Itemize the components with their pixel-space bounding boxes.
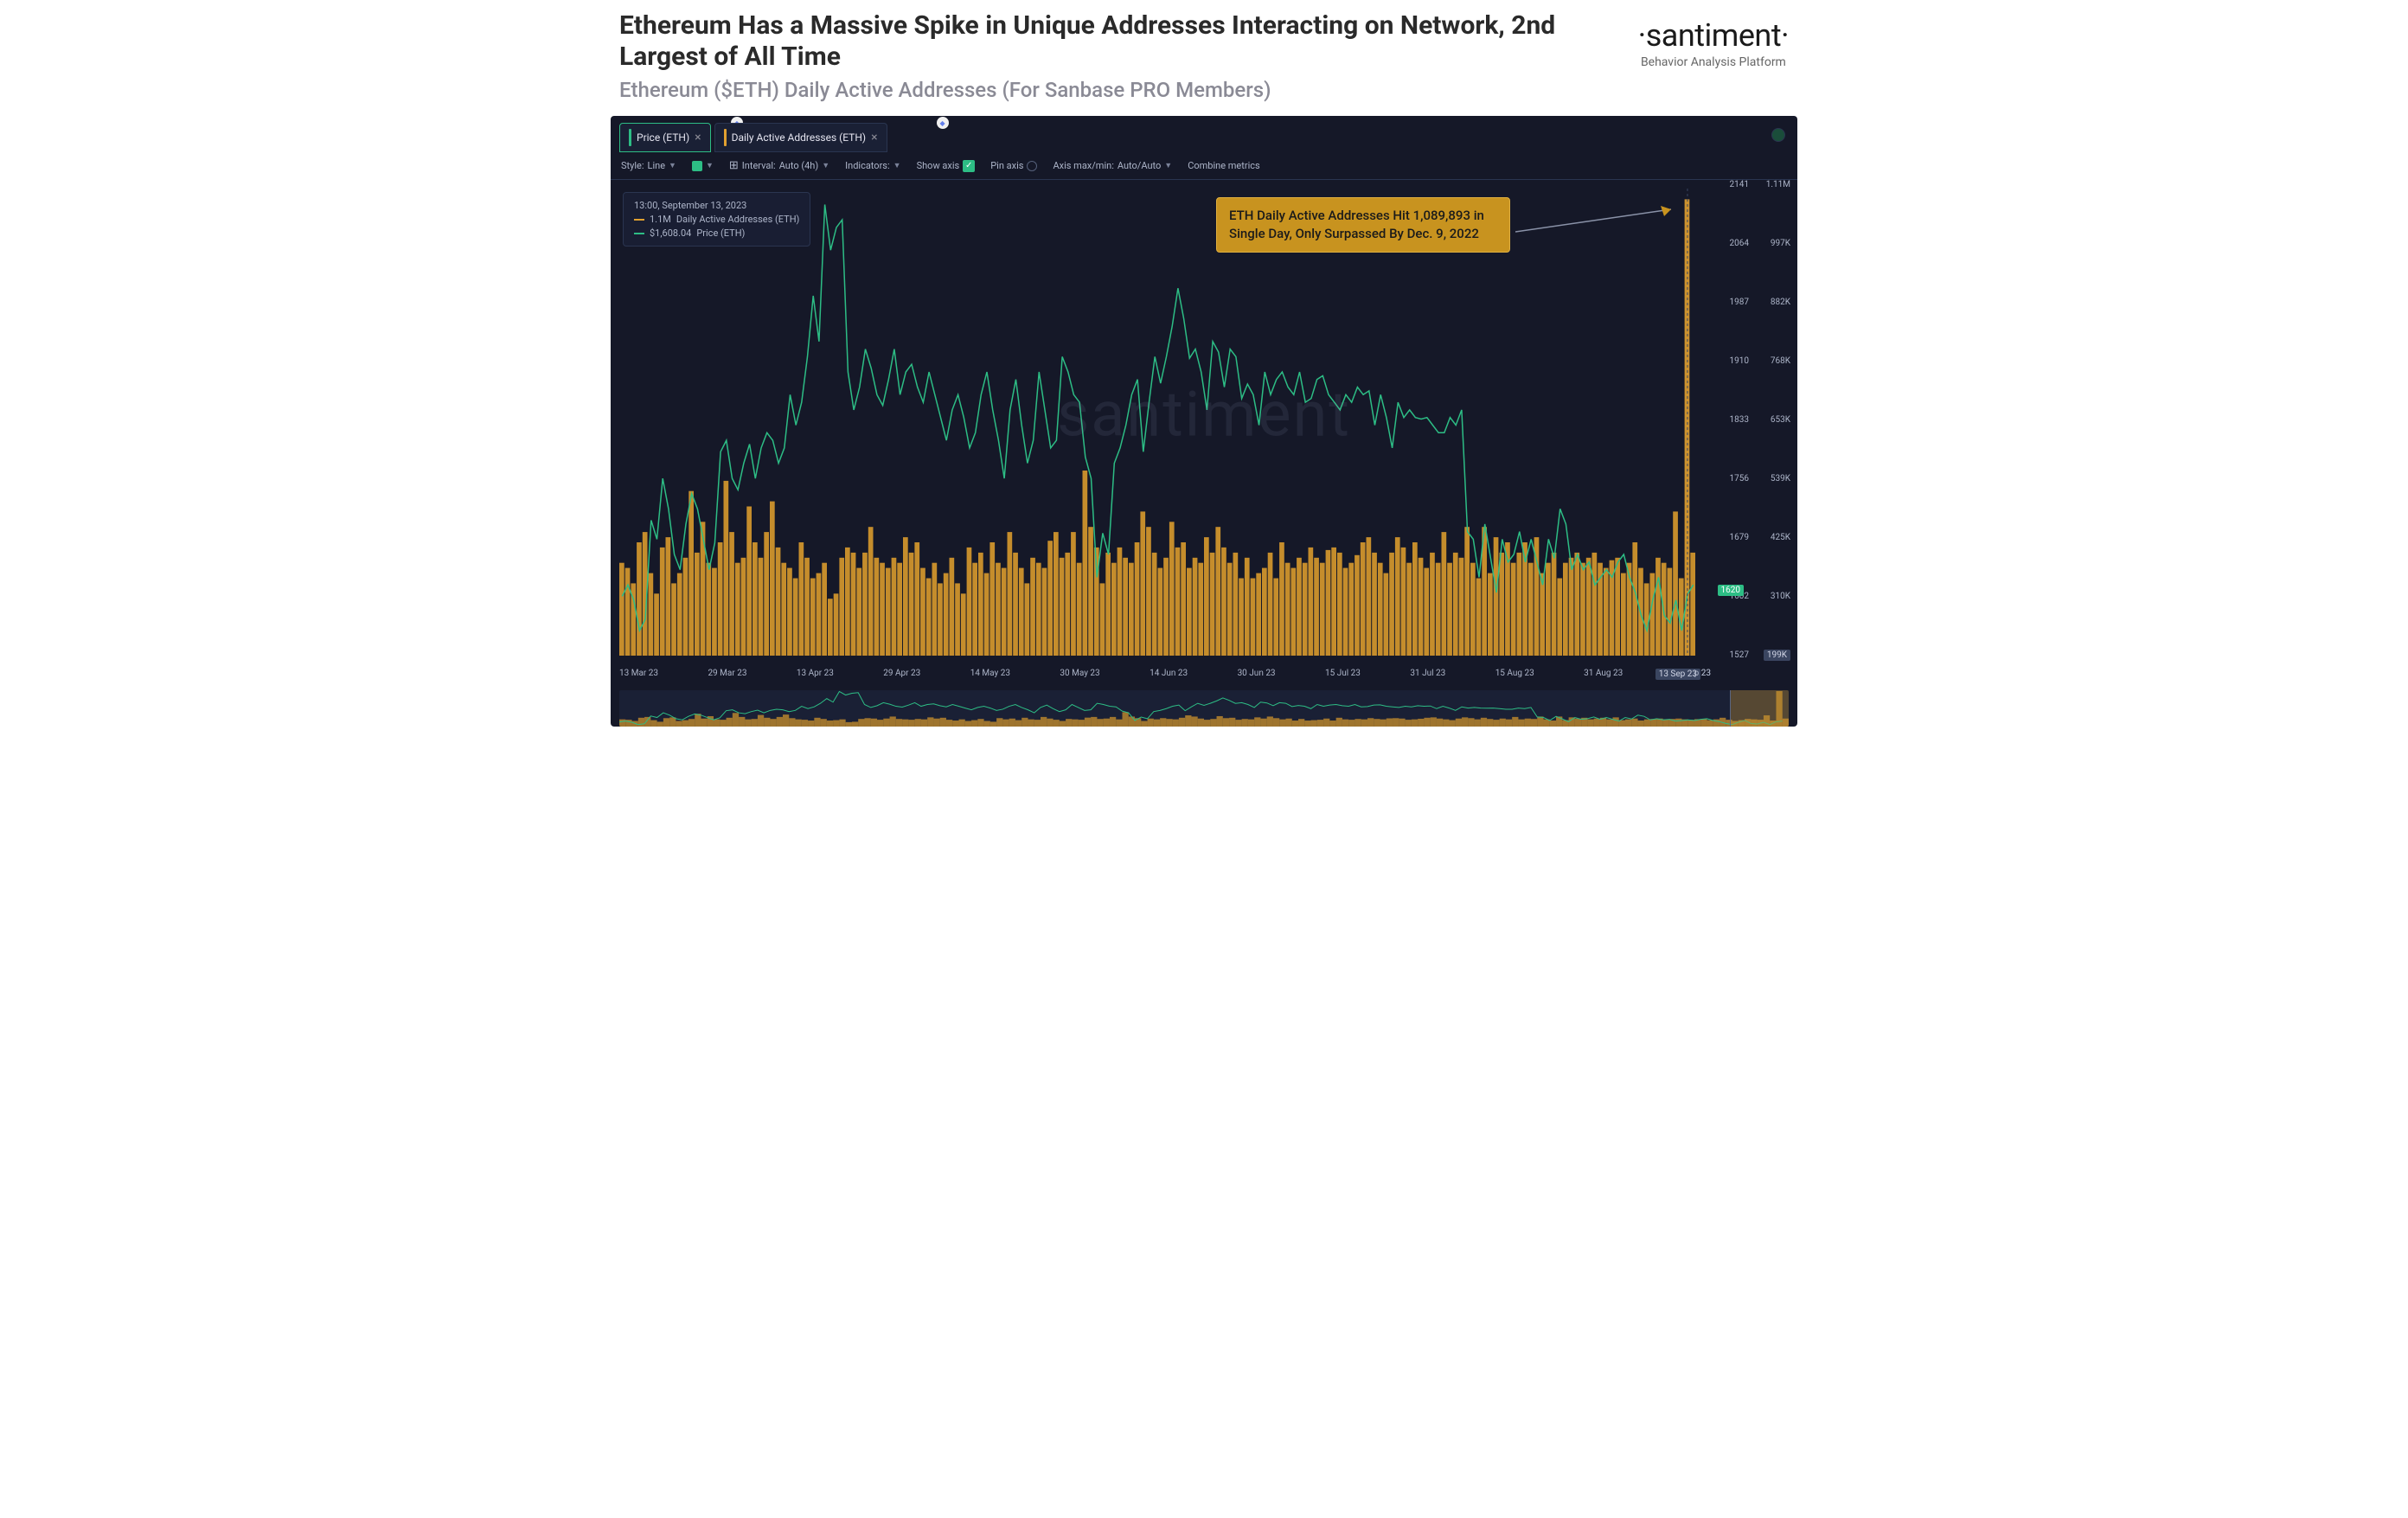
- page-subtitle: Ethereum ($ETH) Daily Active Addresses (…: [619, 78, 1638, 102]
- chart-container: ◆ Price (ETH) × ◆ Daily Active Addresses…: [611, 116, 1797, 727]
- chevron-down-icon: ▼: [706, 161, 714, 170]
- x-tick: 29 Mar 23: [708, 669, 746, 678]
- y-tick-price: 1679: [1714, 533, 1749, 542]
- x-tick: 15 Aug 23: [1495, 669, 1534, 678]
- tab-accent: [629, 129, 631, 146]
- y-tick-addresses: 882K: [1752, 298, 1790, 307]
- chevron-down-icon: ▼: [669, 161, 676, 170]
- color-swatch[interactable]: ▼: [692, 161, 714, 171]
- close-icon[interactable]: ×: [695, 131, 701, 144]
- pin-axis-toggle[interactable]: Pin axis: [990, 160, 1037, 171]
- tab-accent: [724, 129, 727, 146]
- current-price-badge: 1620: [1718, 585, 1744, 596]
- close-icon[interactable]: ×: [871, 131, 877, 144]
- y-tick-price: 1756: [1714, 474, 1749, 484]
- tab-daily-active-addresses[interactable]: ◆ Daily Active Addresses (ETH) ×: [714, 123, 887, 152]
- tab-price-eth[interactable]: ◆ Price (ETH) ×: [619, 123, 711, 152]
- y-tick-price: 1987: [1714, 298, 1749, 307]
- y-tick-price: 2064: [1714, 239, 1749, 248]
- style-selector[interactable]: Style: Line ▼: [621, 160, 676, 171]
- x-axis: 13 Mar 23 29 Mar 23 13 Apr 23 29 Apr 23 14 M…: [619, 669, 1711, 678]
- ethereum-icon: ◆: [937, 117, 949, 129]
- y-tick-addresses: 997K: [1752, 239, 1790, 248]
- metric-tabs-row: ◆ Price (ETH) × ◆ Daily Active Addresses…: [611, 116, 1797, 152]
- brand-tagline: Behavior Analysis Platform: [1638, 55, 1789, 69]
- x-tick: 31 Jul 23: [1410, 669, 1445, 678]
- checkmark-icon: ✓: [963, 160, 975, 172]
- y-tick-addresses: 425K: [1752, 533, 1790, 542]
- indicators-selector[interactable]: Indicators: ▼: [845, 160, 900, 171]
- y-axis-addresses: 1.11M997K882K768K653K539K425K310K199K: [1752, 185, 1790, 656]
- interval-selector[interactable]: ⊞ Interval: Auto (4h) ▼: [729, 159, 829, 172]
- brand-logo: ·santiment·: [1638, 17, 1789, 54]
- chevron-down-icon: ▼: [822, 161, 829, 170]
- chart-area[interactable]: 13:00, September 13, 2023 1.1M Daily Act…: [611, 180, 1797, 690]
- spike-annotation: ETH Daily Active Addresses Hit 1,089,893…: [1216, 197, 1510, 253]
- y-tick-price: 1910: [1714, 356, 1749, 366]
- axis-minmax-selector[interactable]: Axis max/min: Auto/Auto ▼: [1053, 160, 1172, 171]
- y-tick-addresses: 539K: [1752, 474, 1790, 484]
- x-tick: 29 Apr 23: [883, 669, 920, 678]
- current-addr-badge: 199K: [1764, 650, 1790, 661]
- y-tick-price: 1527: [1714, 650, 1749, 660]
- x-tick: 30 Jun 23: [1238, 669, 1276, 678]
- page-title: Ethereum Has a Massive Spike in Unique A…: [619, 10, 1638, 73]
- minimap-plot: [619, 690, 1789, 727]
- info-timestamp: 13:00, September 13, 2023: [634, 200, 799, 211]
- chevron-down-icon: ▼: [893, 161, 901, 170]
- combine-metrics-button[interactable]: Combine metrics: [1188, 160, 1259, 171]
- x-tick: 13 Apr 23: [797, 669, 834, 678]
- y-tick-price: 2141: [1714, 180, 1749, 189]
- x-tick: 14 May 23: [970, 669, 1010, 678]
- tab-label: Daily Active Addresses (ETH): [732, 131, 866, 144]
- hover-info-box: 13:00, September 13, 2023 1.1M Daily Act…: [623, 192, 810, 247]
- y-tick-price: 1833: [1714, 415, 1749, 425]
- x-tick: 30 May 23: [1060, 669, 1099, 678]
- date-suffix: p 23: [1694, 669, 1711, 678]
- x-tick: 31 Aug 23: [1584, 669, 1623, 678]
- x-tick: 13 Mar 23: [619, 669, 658, 678]
- minimap[interactable]: [619, 690, 1789, 727]
- tab-label: Price (ETH): [637, 131, 689, 144]
- y-tick-addresses: 310K: [1752, 592, 1790, 601]
- annotation-arrow: [1515, 206, 1688, 240]
- candlestick-icon: ⊞: [729, 159, 739, 172]
- minimap-selection[interactable]: [1730, 690, 1789, 727]
- chart-toolbar: Style: Line ▼ ▼ ⊞ Interval: Auto (4h) ▼ …: [611, 152, 1797, 180]
- x-tick: 14 Jun 23: [1150, 669, 1188, 678]
- y-tick-addresses: 1.11M: [1752, 180, 1790, 189]
- show-axis-toggle[interactable]: Show axis ✓: [917, 160, 976, 172]
- x-tick: 15 Jul 23: [1325, 669, 1361, 678]
- y-tick-addresses: 768K: [1752, 356, 1790, 366]
- y-tick-addresses: 653K: [1752, 415, 1790, 425]
- brand-block: ·santiment· Behavior Analysis Platform: [1638, 10, 1789, 69]
- settings-icon[interactable]: [1771, 128, 1785, 142]
- chart-plot: [619, 189, 1696, 656]
- chevron-down-icon: ▼: [1164, 161, 1172, 170]
